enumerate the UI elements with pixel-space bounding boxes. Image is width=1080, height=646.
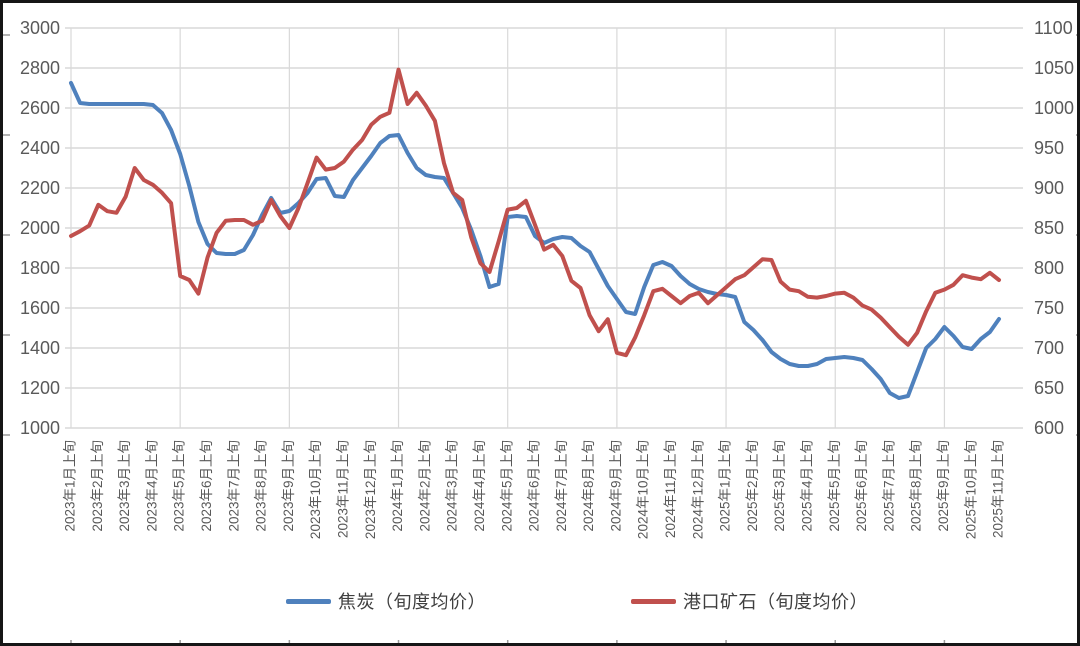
- frame-edge-ticks: [3, 34, 1077, 643]
- svg-text:2025年2月上旬: 2025年2月上旬: [745, 440, 760, 532]
- svg-text:2024年4月上旬: 2024年4月上旬: [472, 440, 487, 532]
- svg-text:800: 800: [1034, 258, 1064, 278]
- x-axis-labels: 2023年1月上旬 2023年2月上旬 2023年3月上旬 2023年4月上旬 2023…: [63, 440, 1006, 539]
- svg-text:2025年8月上旬: 2025年8月上旬: [909, 440, 924, 532]
- svg-text:2023年6月上旬: 2023年6月上旬: [199, 440, 214, 532]
- horizontal-gridlines: [65, 27, 1023, 429]
- svg-text:2024年1月上旬: 2024年1月上旬: [390, 440, 405, 532]
- svg-text:2023年2月上旬: 2023年2月上旬: [90, 440, 105, 532]
- svg-text:2025年7月上旬: 2025年7月上旬: [881, 440, 896, 532]
- svg-text:2025年3月上旬: 2025年3月上旬: [772, 440, 787, 532]
- svg-text:2800: 2800: [20, 58, 60, 78]
- svg-text:2023年8月上旬: 2023年8月上旬: [254, 440, 269, 532]
- svg-text:1800: 1800: [20, 258, 60, 278]
- right-axis-labels: 1100 1050 1000 950 900 850 800 750 700 650 600: [1034, 18, 1074, 438]
- svg-text:1400: 1400: [20, 338, 60, 358]
- svg-text:2023年11月上旬: 2023年11月上旬: [336, 440, 351, 538]
- svg-text:2025年10月上旬: 2025年10月上旬: [963, 440, 978, 539]
- svg-text:2023年7月上旬: 2023年7月上旬: [226, 440, 241, 532]
- svg-text:2023年10月上旬: 2023年10月上旬: [308, 440, 323, 539]
- svg-text:2024年12月上旬: 2024年12月上旬: [690, 440, 705, 539]
- svg-text:2025年1月上旬: 2025年1月上旬: [718, 440, 733, 532]
- coke-series-line: [69, 81, 1001, 400]
- svg-text:2200: 2200: [20, 178, 60, 198]
- svg-text:900: 900: [1034, 178, 1064, 198]
- svg-text:2025年4月上旬: 2025年4月上旬: [800, 440, 815, 532]
- svg-text:2024年7月上旬: 2024年7月上旬: [554, 440, 569, 532]
- svg-text:2023年9月上旬: 2023年9月上旬: [281, 440, 296, 532]
- svg-text:750: 750: [1034, 298, 1064, 318]
- svg-text:2024年10月上旬: 2024年10月上旬: [636, 440, 651, 539]
- svg-text:2023年5月上旬: 2023年5月上旬: [172, 440, 187, 532]
- svg-text:950: 950: [1034, 138, 1064, 158]
- svg-text:2400: 2400: [20, 138, 60, 158]
- svg-text:1200: 1200: [20, 378, 60, 398]
- svg-text:2024年8月上旬: 2024年8月上旬: [581, 440, 596, 532]
- svg-text:650: 650: [1034, 378, 1064, 398]
- svg-text:2024年5月上旬: 2024年5月上旬: [499, 440, 514, 532]
- svg-text:1050: 1050: [1034, 58, 1074, 78]
- price-trend-chart: 3000 2800 2600 2400 2200 2000 1800 1600 1400 1200…: [3, 18, 1077, 643]
- svg-text:1000: 1000: [20, 418, 60, 438]
- svg-text:2024年9月上旬: 2024年9月上旬: [608, 440, 623, 532]
- svg-text:2024年2月上旬: 2024年2月上旬: [417, 440, 432, 532]
- svg-text:1000: 1000: [1034, 98, 1074, 118]
- svg-text:2025年9月上旬: 2025年9月上旬: [936, 440, 951, 532]
- left-axis-labels: 3000 2800 2600 2400 2200 2000 1800 1600 1400 1200…: [20, 18, 60, 438]
- svg-text:2025年5月上旬: 2025年5月上旬: [827, 440, 842, 532]
- svg-text:2600: 2600: [20, 98, 60, 118]
- ore-series-line: [69, 67, 1001, 358]
- svg-text:2023年12月上旬: 2023年12月上旬: [363, 440, 378, 539]
- svg-text:2025年6月上旬: 2025年6月上旬: [854, 440, 869, 532]
- svg-text:2025年11月上旬: 2025年11月上旬: [991, 440, 1006, 538]
- svg-text:700: 700: [1034, 338, 1064, 358]
- svg-text:2023年4月上旬: 2023年4月上旬: [144, 440, 159, 532]
- svg-text:850: 850: [1034, 218, 1064, 238]
- svg-text:2024年11月上旬: 2024年11月上旬: [663, 440, 678, 538]
- svg-text:2024年6月上旬: 2024年6月上旬: [527, 440, 542, 532]
- svg-text:3000: 3000: [20, 18, 60, 38]
- svg-text:2023年3月上旬: 2023年3月上旬: [117, 440, 132, 532]
- svg-text:1100: 1100: [1034, 18, 1073, 38]
- svg-text:2024年3月上旬: 2024年3月上旬: [445, 440, 460, 532]
- svg-text:600: 600: [1034, 418, 1064, 438]
- svg-text:1600: 1600: [20, 298, 60, 318]
- svg-text:2000: 2000: [20, 218, 60, 238]
- svg-text:2023年1月上旬: 2023年1月上旬: [63, 440, 78, 532]
